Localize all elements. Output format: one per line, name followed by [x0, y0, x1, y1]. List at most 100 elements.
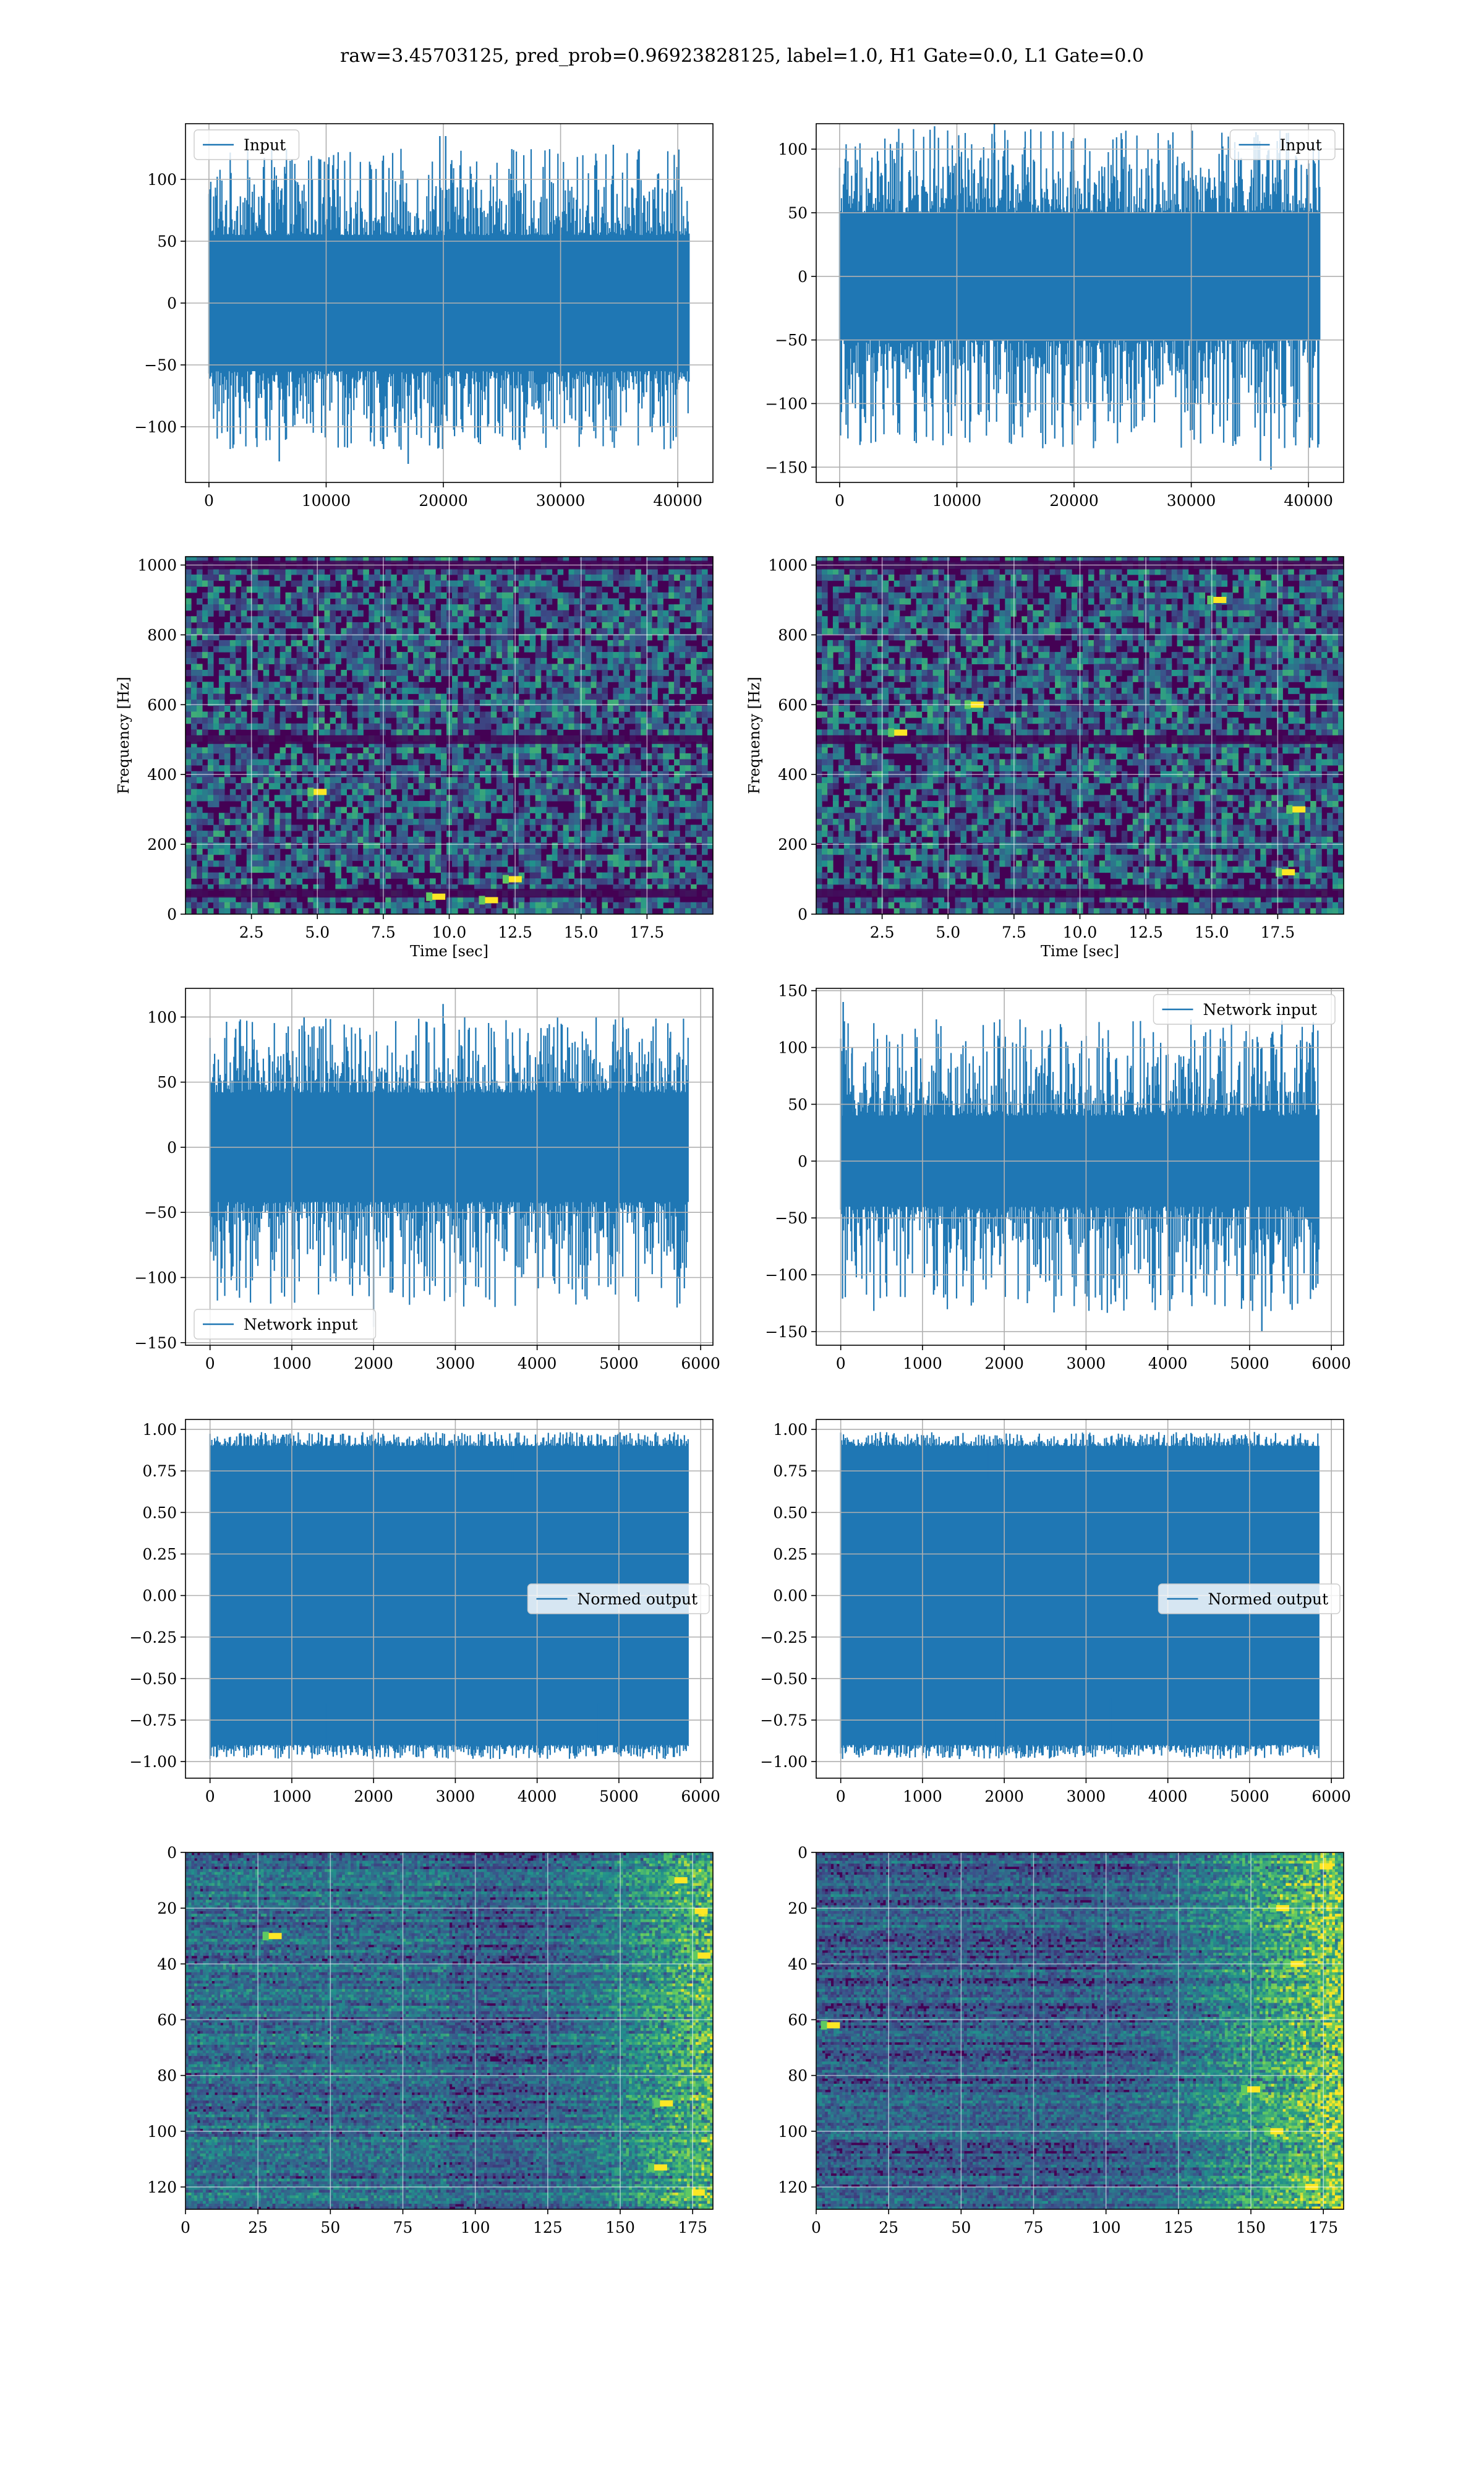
y-tick-label: 0.25	[142, 1546, 177, 1564]
x-tick-label: 40000	[653, 492, 702, 510]
x-tick-label: 12.5	[1128, 923, 1163, 941]
y-axis: 0 200 400 600 800 1000	[137, 557, 186, 923]
y-tick-label: −0.25	[760, 1629, 808, 1646]
legend-label: Input	[244, 136, 286, 154]
x-tick-label: 125	[1164, 2219, 1193, 2236]
hot-spot-4	[1213, 596, 1227, 603]
x-tick-label: 15.0	[1195, 923, 1229, 941]
y-tick-label: 0.50	[773, 1504, 808, 1522]
legend-label: Network input	[244, 1316, 357, 1333]
y-tick-label: 0.50	[142, 1504, 177, 1522]
x-tick-label: 175	[1308, 2219, 1338, 2236]
plot-area	[186, 1852, 713, 2209]
plot-area	[838, 124, 1321, 470]
x-tick-label: 0	[836, 1355, 846, 1372]
subplot-l1-input: 0 10000 20000 30000 40000 −150 −100 −50 0 50 100 In…	[765, 123, 1344, 510]
y-tick-label: 0.75	[142, 1462, 177, 1480]
x-tick-label: 2.5	[239, 923, 264, 941]
x-tick-label: 25	[248, 2219, 268, 2236]
y-tick-label: 0	[798, 1152, 808, 1170]
x-tick-label: 15.0	[564, 923, 599, 941]
y-tick-label: 100	[147, 171, 177, 189]
x-tick-label: 0	[811, 2219, 821, 2236]
hot-spot-halo-2	[479, 896, 485, 905]
heatmap-cells	[816, 1852, 1344, 2209]
series-line-h1-network-input	[209, 1017, 689, 1308]
x-axis: 0 1000 2000 3000 4000 5000 6000	[836, 1345, 1351, 1372]
hot-spot-2	[484, 897, 498, 904]
x-tick-label: 1000	[272, 1787, 312, 1805]
hot-spot-1	[694, 1907, 708, 1914]
y-tick-label: −0.50	[760, 1670, 808, 1688]
y-tick-label: 200	[778, 836, 808, 854]
x-axis: 0 1000 2000 3000 4000 5000 6000	[205, 1778, 720, 1805]
x-tick-label: 75	[393, 2219, 413, 2236]
y-tick-label: 50	[157, 1074, 177, 1092]
axes-frame	[816, 988, 1344, 1346]
y-tick-label: 400	[147, 766, 177, 784]
hot-spot-0	[691, 2189, 705, 2196]
plot-area	[840, 1002, 1320, 1332]
hot-spot-halo-1	[688, 1906, 695, 1915]
hot-spot-1	[1281, 869, 1295, 876]
grid	[816, 124, 1344, 482]
x-axis: 0 1000 2000 3000 4000 5000 6000	[205, 1345, 720, 1372]
subplot-l1-normed-output: 0 1000 2000 3000 4000 5000 6000 −1.00 −0.75 −0.50…	[760, 1419, 1351, 1805]
hot-spot-halo-3	[307, 787, 314, 797]
subplot-grid: 0 10000 20000 30000 40000−100−50050100Input0…	[115, 123, 1351, 2236]
y-tick-label: 0.25	[773, 1546, 808, 1564]
plot-area	[208, 136, 690, 464]
x-tick-label: 1000	[272, 1355, 312, 1372]
y-tick-label: 0.00	[142, 1587, 177, 1605]
y-tick-label: 60	[788, 2011, 808, 2029]
axes-frame	[185, 1852, 714, 2210]
y-tick-label: 80	[157, 2067, 177, 2085]
heatmap-cells	[186, 1852, 713, 2209]
x-tick-label: 75	[1024, 2219, 1044, 2236]
x-tick-label: 175	[678, 2219, 707, 2236]
x-tick-label: 3000	[436, 1787, 475, 1805]
x-axis: 2.5 5.0 7.5 10.0 12.5 15.0 17.5	[870, 914, 1295, 941]
x-tick-label: 2000	[984, 1787, 1024, 1805]
x-tick-label: 0	[181, 2219, 190, 2236]
y-tick-label: 200	[147, 836, 177, 854]
hot-spot-halo-2	[654, 2099, 660, 2108]
hot-spot-halo-3	[647, 2163, 654, 2172]
y-tick-label: 0	[798, 905, 808, 923]
x-tick-label: 7.5	[371, 923, 396, 941]
legend: Input	[194, 129, 300, 160]
grid	[186, 988, 713, 1345]
y-tick-label: −50	[144, 1204, 177, 1222]
axes-frame	[185, 1419, 714, 1779]
x-tick-label: 6000	[681, 1787, 720, 1805]
x-tick-label: 1000	[903, 1787, 942, 1805]
x-tick-label: 7.5	[1002, 923, 1026, 941]
y-tick-label: 100	[147, 1008, 177, 1026]
y-axis: 0 20 40 60 80 100 120	[778, 1844, 816, 2196]
hot-spot-4	[673, 1877, 688, 1884]
hot-spot-3	[1247, 2086, 1261, 2093]
y-tick-label: 1000	[768, 557, 808, 575]
hot-spot-halo-0	[685, 2188, 692, 2197]
legend-box	[527, 1583, 710, 1614]
hot-spot-6	[268, 1933, 282, 1940]
y-axis: −150 −100 −50 0 50 100	[765, 140, 816, 476]
axes-frame	[185, 988, 714, 1346]
y-axis: −1.00 −0.75 −0.50 −0.25 0.00 0.25 0.50 0.75 1.00	[760, 1421, 816, 1771]
y-tick-label: 80	[788, 2067, 808, 2085]
legend-box	[1153, 994, 1336, 1025]
y-tick-label: 120	[147, 2178, 177, 2196]
hot-spot-halo-0	[1286, 805, 1293, 814]
y-tick-label: −150	[765, 1323, 808, 1341]
x-tick-label: 0	[836, 1787, 846, 1805]
axes-frame	[816, 123, 1344, 483]
hot-spot-3	[653, 2164, 667, 2171]
hot-spot-4	[1319, 1863, 1333, 1870]
x-tick-label: 0	[835, 492, 845, 510]
y-tick-label: 400	[778, 766, 808, 784]
y-tick-label: 20	[157, 1899, 177, 1917]
legend: Network input	[194, 1309, 377, 1340]
y-tick-label: 100	[778, 1039, 808, 1057]
y-tick-label: 50	[157, 233, 177, 250]
